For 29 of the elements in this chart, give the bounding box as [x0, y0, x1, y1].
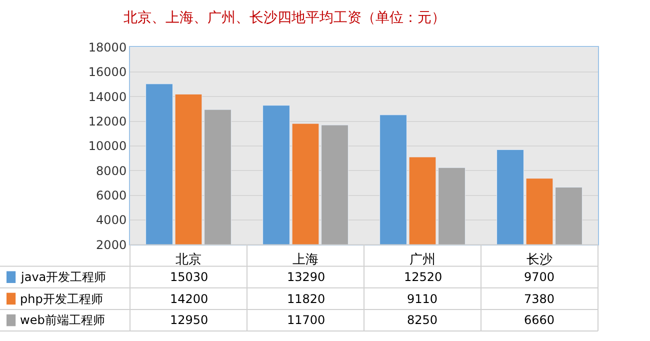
data-label: 11820 [287, 292, 326, 306]
data-label: 14200 [170, 292, 208, 306]
y-tick-label: 16000 [88, 65, 127, 80]
data-label: 13290 [287, 270, 326, 284]
data-label: 11700 [287, 313, 326, 327]
y-tick-label: 10000 [88, 139, 127, 154]
y-tick-label: 18000 [88, 40, 127, 54]
y-tick-label: 8000 [96, 164, 127, 178]
data-label: 8250 [407, 313, 438, 327]
legend-label: php开发工程师 [20, 292, 103, 306]
x-tick-label: 上海 [292, 252, 318, 268]
data-label: 12520 [404, 270, 442, 284]
y-tick-label: 14000 [88, 90, 127, 104]
data-label: 12950 [170, 313, 208, 327]
x-tick-label: 广州 [410, 252, 436, 268]
y-tick-label: 6000 [96, 188, 127, 203]
data-label: 7380 [524, 292, 555, 306]
legend-label: java开发工程师 [20, 270, 106, 284]
y-tick-label: 2000 [96, 238, 127, 252]
y-tick-label: 12000 [88, 114, 127, 128]
data-label: 6660 [524, 313, 555, 327]
data-label: 9110 [407, 292, 438, 306]
x-tick-label: 长沙 [526, 252, 552, 268]
legend-label: web前端工程师 [20, 313, 105, 327]
chart-title: 北京、上海、广州、长沙四地平均工资（单位：元） [124, 10, 446, 26]
y-tick-label: 4000 [96, 213, 127, 228]
data-label: 9700 [524, 270, 555, 284]
data-label: 15030 [170, 270, 208, 284]
x-tick-label: 北京 [176, 252, 202, 268]
